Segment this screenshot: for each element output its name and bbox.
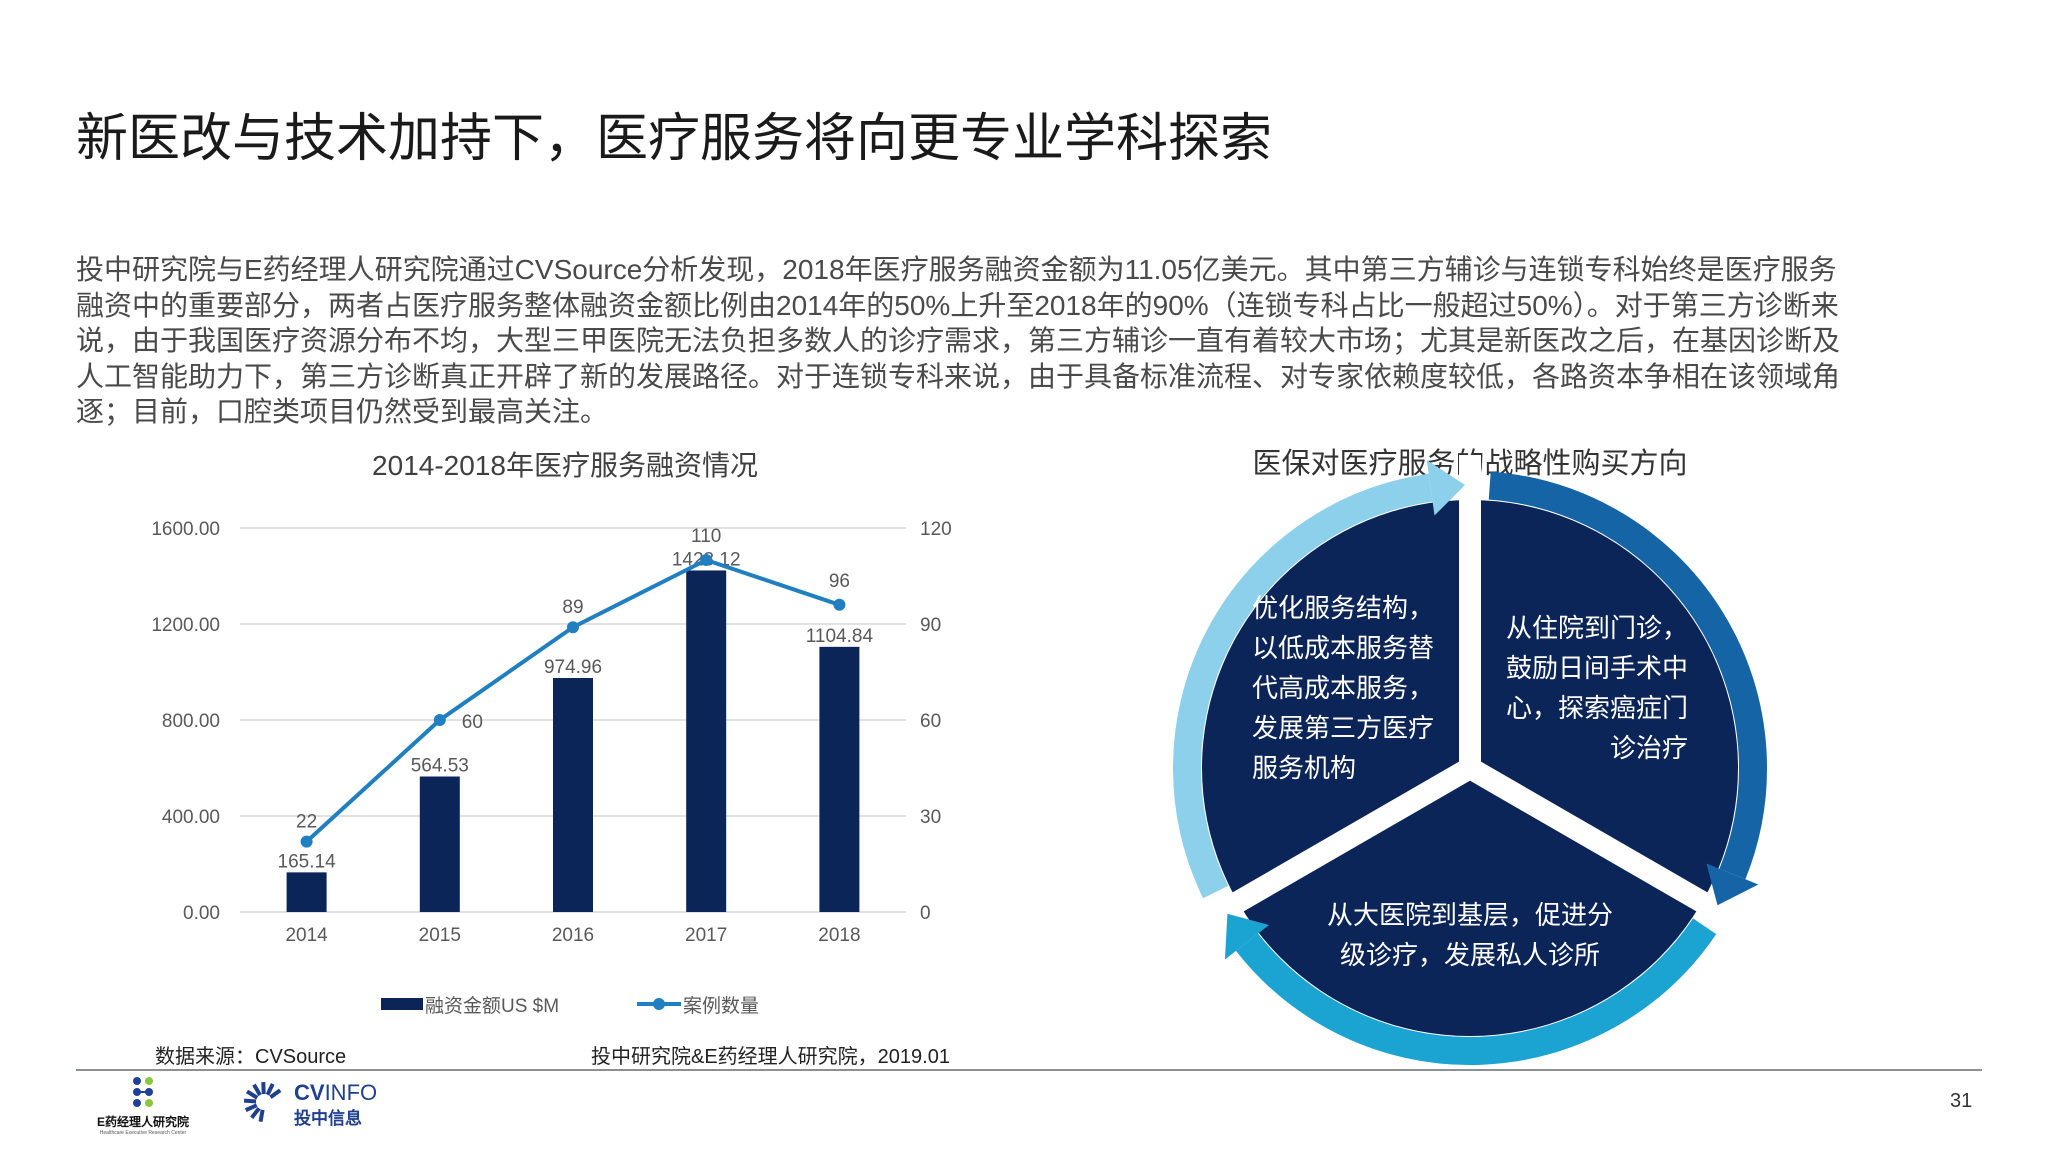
right-axis-tick: 0 [920,903,931,924]
line-data-label: 22 [296,812,317,833]
burst-ray [269,1088,282,1099]
e-pharma-dots-icon [133,1077,153,1107]
bar [686,570,727,912]
chart-title: 2014-2018年医疗服务融资情况 [372,450,758,481]
arrow-bottom-cyan-head-icon [1224,913,1270,960]
line-data-label: 110 [691,526,721,547]
bar [553,678,593,912]
legend-line-label: 案例数量 [683,995,759,1017]
right-axis-tick: 30 [920,807,941,828]
paragraph-line: 逐；目前，口腔类项目仍然受到最高关注。 [76,396,609,427]
line-data-label: 89 [562,597,583,618]
sector-line: 发展第三方医疗 [1252,713,1435,743]
arrow-bottom-cyan-arc [1235,918,1717,1065]
sector-line: 优化服务结构， [1252,593,1435,623]
sector-line: 级诊疗，发展私人诊所 [1339,940,1600,970]
sector-line: 诊治疗 [1609,733,1688,763]
right-axis-tick: 60 [920,711,941,732]
cvinfo-cv: CV [294,1080,325,1105]
sector-line: 以低成本服务替 [1252,633,1435,663]
sector-line: 代高成本服务， [1252,673,1435,703]
page-title: 新医改与技术加持下，医疗服务将向更专业学科探索 [76,110,1273,168]
left-axis-tick: 1600.00 [151,519,220,540]
sector-text-bottom: 从大医院到基层，促进分 级诊疗，发展私人诊所 [1270,895,1670,975]
bar [419,776,460,912]
x-axis-tick: 2016 [552,925,594,946]
paragraph-line: 说，由于我国医疗资源分布不均，大型三甲医院无法负担多数人的诊疗需求，第三方辅诊一… [76,325,1841,356]
legend-line-marker [653,998,665,1010]
left-axis-tick: 800.00 [162,711,220,732]
line-point [300,835,313,848]
right-axis-tick: 90 [920,615,941,636]
cvinfo-info: INFO [324,1080,378,1105]
intro-paragraph: 投中研究院与E药经理人研究院通过CVSource分析发现，2018年医疗服务融资… [76,252,1840,430]
sector-line: 服务机构 [1252,753,1357,783]
paragraph-line: 融资中的重要部分，两者占医疗服务整体融资金额比例由2014年的50%上升至201… [76,289,1839,321]
right-axis-tick: 120 [920,519,952,540]
bar-data-label: 564.53 [411,756,469,777]
line-data-label: 96 [829,571,850,592]
left-axis-tick: 1200.00 [151,615,220,636]
legend-bar-label: 融资金额US $M [425,995,559,1017]
source-left: 数据来源：CVSource [155,1046,347,1068]
x-axis-tick: 2014 [285,925,328,946]
bar [819,646,860,912]
line-point [833,598,846,611]
footer-divider [76,1069,1982,1071]
sector-text-right: 从住院到门诊， 鼓励日间手术中 心，探索癌症门 诊治疗 [1506,608,1688,768]
burst-ray [252,1083,262,1097]
paragraph-line: 投中研究院与E药经理人研究院通过CVSource分析发现，2018年医疗服务融资… [76,254,1837,285]
left-axis-tick: 400.00 [162,807,220,828]
financing-chart: 0.00 400.00 800.00 1200.00 1600.00 0 30 60 90 120… [151,519,952,1017]
legend-bar-swatch [381,998,423,1010]
cvinfo-cn: 投中信息 [294,1109,362,1128]
sector-divider [1193,758,1476,935]
arrow-right-dark-head-icon [1706,863,1759,906]
page-number: 31 [1950,1090,1973,1112]
burst-ray [265,1083,275,1096]
bar-data-label: 974.96 [544,657,602,678]
e-pharma-logo: E药经理人研究院 Healthcare Executive Research C… [88,1076,198,1136]
sector-line: 心，探索癌症门 [1506,693,1689,723]
line-point [700,554,713,566]
sector-line: 鼓励日间手术中 [1506,653,1689,683]
burst-ray [250,1107,261,1119]
burst-ray [243,1098,257,1104]
sector-line: 从住院到门诊， [1506,613,1689,643]
paragraph-line: 人工智能助力下，第三方诊断真正开辟了新的发展路径。对于连锁专科来说，由于具备标准… [76,360,1841,392]
line-point [433,714,446,726]
burst-ray [244,1103,258,1112]
x-axis-tick: 2017 [685,925,727,946]
bar-data-label: 165.14 [278,851,337,872]
e-pharma-subtitle: Healthcare Executive Research Center [99,1130,187,1136]
bar [286,872,327,912]
x-axis-tick: 2018 [818,925,860,946]
sector-divider [1464,758,1747,935]
burst-ray [258,1109,265,1123]
x-axis-tick: 2015 [419,925,461,946]
bar-data-label: 1104.84 [806,626,874,647]
cvinfo-burst-icon [243,1081,282,1123]
arrow-left-light-arc [1173,473,1433,899]
burst-ray [245,1089,259,1100]
line-point [567,621,579,634]
source-right: 投中研究院&E药经理人研究院，2019.01 [591,1046,950,1068]
arrow-right-dark-arc [1488,471,1767,880]
line-data-label: 60 [462,712,483,733]
sector-text-left: 优化服务结构， 以低成本服务替 代高成本服务， 发展第三方医疗 服务机构 [1252,588,1434,788]
left-axis-tick: 0.00 [183,903,220,924]
e-pharma-name: E药经理人研究院 [96,1115,189,1129]
sector-line: 从大医院到基层，促进分 [1326,900,1613,930]
arrow-left-light-head-icon [1426,460,1466,516]
